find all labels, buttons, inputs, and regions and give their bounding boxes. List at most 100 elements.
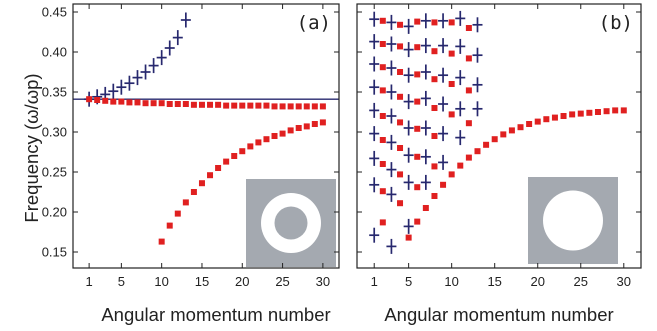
data-point-cross bbox=[156, 50, 167, 66]
data-point-square bbox=[223, 102, 230, 109]
data-point-square bbox=[414, 184, 421, 191]
data-point-square bbox=[397, 119, 404, 126]
data-point-square bbox=[166, 222, 173, 229]
data-point-square bbox=[255, 139, 262, 146]
data-point-cross bbox=[472, 101, 483, 117]
inset-white-circle bbox=[543, 190, 603, 251]
data-point-cross bbox=[472, 17, 483, 33]
y-tick-label: 0.25 bbox=[42, 165, 67, 180]
data-point-square bbox=[379, 87, 386, 94]
data-point-square bbox=[255, 102, 262, 109]
data-point-square bbox=[448, 171, 455, 178]
data-point-square bbox=[414, 44, 421, 51]
panel-frame-a bbox=[72, 3, 340, 269]
data-point-cross bbox=[403, 94, 414, 110]
data-point-square bbox=[303, 123, 310, 130]
data-point-cross bbox=[403, 174, 414, 190]
x-tick-label: 5 bbox=[118, 274, 125, 289]
data-point-square bbox=[319, 119, 326, 126]
data-point-cross bbox=[403, 218, 414, 234]
data-point-square bbox=[279, 130, 286, 137]
data-point-square bbox=[239, 148, 246, 155]
series-b-1 bbox=[369, 10, 483, 254]
data-point-square bbox=[279, 103, 286, 110]
panel-b: 1 5 10 15 20 25 30(b) bbox=[356, 3, 642, 289]
data-point-square bbox=[586, 109, 593, 116]
data-point-square bbox=[422, 205, 429, 211]
data-point-square bbox=[551, 114, 558, 121]
data-point-square bbox=[379, 41, 386, 47]
data-point-cross bbox=[420, 90, 431, 106]
data-point-cross bbox=[403, 147, 414, 163]
data-point-cross bbox=[420, 64, 431, 80]
data-point-cross bbox=[403, 18, 414, 34]
x-tick-label: 25 bbox=[574, 274, 588, 289]
data-point-cross bbox=[438, 67, 449, 83]
y-tick-label: 0.20 bbox=[42, 205, 67, 220]
data-point-square bbox=[508, 127, 515, 134]
x-tick-label: 25 bbox=[275, 274, 289, 289]
data-point-cross bbox=[386, 108, 397, 124]
series-b-3 bbox=[405, 107, 627, 241]
data-point-cross bbox=[148, 58, 159, 74]
data-point-square bbox=[543, 116, 550, 123]
data-point-square bbox=[311, 103, 318, 110]
series-a-3 bbox=[158, 119, 326, 245]
data-point-square bbox=[271, 103, 278, 110]
data-point-square bbox=[311, 121, 318, 127]
data-point-square bbox=[215, 165, 222, 171]
data-point-square bbox=[94, 97, 101, 103]
data-point-square bbox=[379, 188, 386, 195]
y-tick-label: 0.45 bbox=[42, 5, 67, 20]
x-tick-label: 20 bbox=[530, 274, 544, 289]
data-point-square bbox=[431, 48, 438, 55]
data-point-square bbox=[431, 133, 438, 139]
x-axis-title-a: Angular momentum number bbox=[101, 304, 330, 325]
data-point-cross bbox=[455, 130, 466, 146]
data-point-square bbox=[263, 102, 270, 109]
data-point-square bbox=[431, 105, 438, 111]
y-tick-label: 0.30 bbox=[42, 125, 67, 140]
data-point-cross bbox=[369, 126, 380, 142]
x-tick-label: 5 bbox=[405, 274, 412, 289]
data-point-square bbox=[126, 99, 133, 106]
data-point-square bbox=[198, 180, 205, 187]
data-point-cross bbox=[386, 162, 397, 178]
data-point-square bbox=[397, 171, 404, 178]
data-point-square bbox=[190, 101, 197, 108]
data-point-square bbox=[448, 111, 455, 118]
data-point-cross bbox=[180, 12, 191, 28]
data-point-square bbox=[414, 153, 421, 160]
x-tick-label: 1 bbox=[371, 274, 378, 289]
data-point-cross bbox=[369, 56, 380, 72]
x-tick-label: 10 bbox=[444, 274, 458, 289]
inset-core-circle bbox=[274, 206, 308, 240]
x-tick-label: 20 bbox=[235, 274, 249, 289]
data-point-square bbox=[110, 98, 117, 105]
data-point-square bbox=[134, 99, 141, 106]
data-point-cross bbox=[455, 70, 466, 86]
series-a-1 bbox=[84, 12, 191, 107]
data-point-square bbox=[414, 98, 421, 105]
data-point-cross bbox=[438, 96, 449, 112]
data-point-cross bbox=[386, 14, 397, 30]
data-point-square bbox=[231, 102, 238, 109]
data-point-cross bbox=[386, 186, 397, 202]
data-point-square bbox=[86, 96, 93, 103]
data-point-square bbox=[500, 131, 507, 138]
data-point-square bbox=[526, 121, 533, 127]
data-point-square bbox=[414, 18, 421, 25]
data-point-square bbox=[223, 158, 230, 165]
data-point-square bbox=[465, 120, 472, 127]
data-point-cross bbox=[386, 84, 397, 100]
series-b-2 bbox=[379, 17, 472, 226]
data-point-square bbox=[491, 136, 498, 143]
data-point-square bbox=[379, 113, 386, 119]
data-point-cross bbox=[472, 47, 483, 63]
data-point-square bbox=[431, 19, 438, 26]
data-point-square bbox=[158, 100, 165, 107]
data-point-square bbox=[517, 124, 524, 131]
data-point-cross bbox=[140, 64, 151, 80]
data-point-cross bbox=[369, 34, 380, 50]
